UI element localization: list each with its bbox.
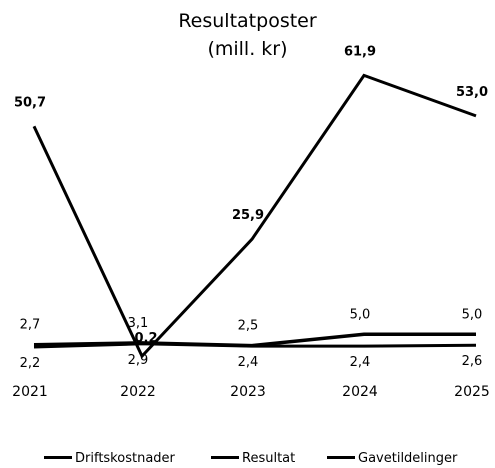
legend-item-gavetildelinger: Gavetildelinger <box>327 450 457 468</box>
x-tick-label-2023: 2023 <box>230 384 266 400</box>
data-label-resultat-2025: 5,0 <box>462 307 483 322</box>
legend-label-resultat: Resultat <box>242 451 296 466</box>
legend-swatch-resultat <box>211 456 239 459</box>
x-tick-label-2021: 2021 <box>12 384 48 400</box>
legend-label-gavetildelinger: Gavetildelinger <box>358 451 458 466</box>
data-label-driftskostnader-2021: 50,7 <box>14 95 46 110</box>
plot-area: 50,7 0,2 25,9 61,9 53,0 2,7 3,1 2,5 5,0 5,0 2,2 2,9… <box>12 44 490 400</box>
data-label-resultat-2022: 3,1 <box>128 316 149 331</box>
data-label-driftskostnader-2022: 0,2 <box>134 331 157 346</box>
data-label-gavetildelinger-2024: 2,4 <box>350 355 371 370</box>
legend-item-resultat: Resultat <box>211 450 295 468</box>
legend-item-driftskostnader: Driftskostnader <box>44 450 175 468</box>
legend-label-driftskostnader: Driftskostnader <box>75 451 175 466</box>
legend: Driftskostnader Resultat Gavetildelinger <box>0 450 495 468</box>
data-label-gavetildelinger-2025: 2,6 <box>462 354 483 369</box>
series-line-gavetildelinger <box>33 342 477 349</box>
data-label-driftskostnader-2024: 61,9 <box>344 44 376 59</box>
x-tick-label-2025: 2025 <box>454 384 490 400</box>
data-label-driftskostnader-2025: 53,0 <box>456 85 488 100</box>
data-label-driftskostnader-2023: 25,9 <box>232 208 264 223</box>
x-tick-label-2022: 2022 <box>120 384 156 400</box>
x-tick-label-2024: 2024 <box>342 384 378 400</box>
series-line-driftskostnader <box>32 73 477 359</box>
data-label-gavetildelinger-2023: 2,4 <box>238 355 259 370</box>
chart-title-line-2: (mill. kr) <box>207 38 288 60</box>
chart-title-line-1: Resultatposter <box>178 10 317 32</box>
data-label-resultat-2023: 2,5 <box>238 319 259 334</box>
data-label-gavetildelinger-2021: 2,2 <box>20 356 41 371</box>
legend-swatch-driftskostnader <box>44 456 72 459</box>
data-label-gavetildelinger-2022: 2,9 <box>128 353 149 368</box>
data-label-resultat-2024: 5,0 <box>350 307 371 322</box>
data-label-resultat-2021: 2,7 <box>20 318 41 333</box>
legend-swatch-gavetildelinger <box>327 456 355 459</box>
